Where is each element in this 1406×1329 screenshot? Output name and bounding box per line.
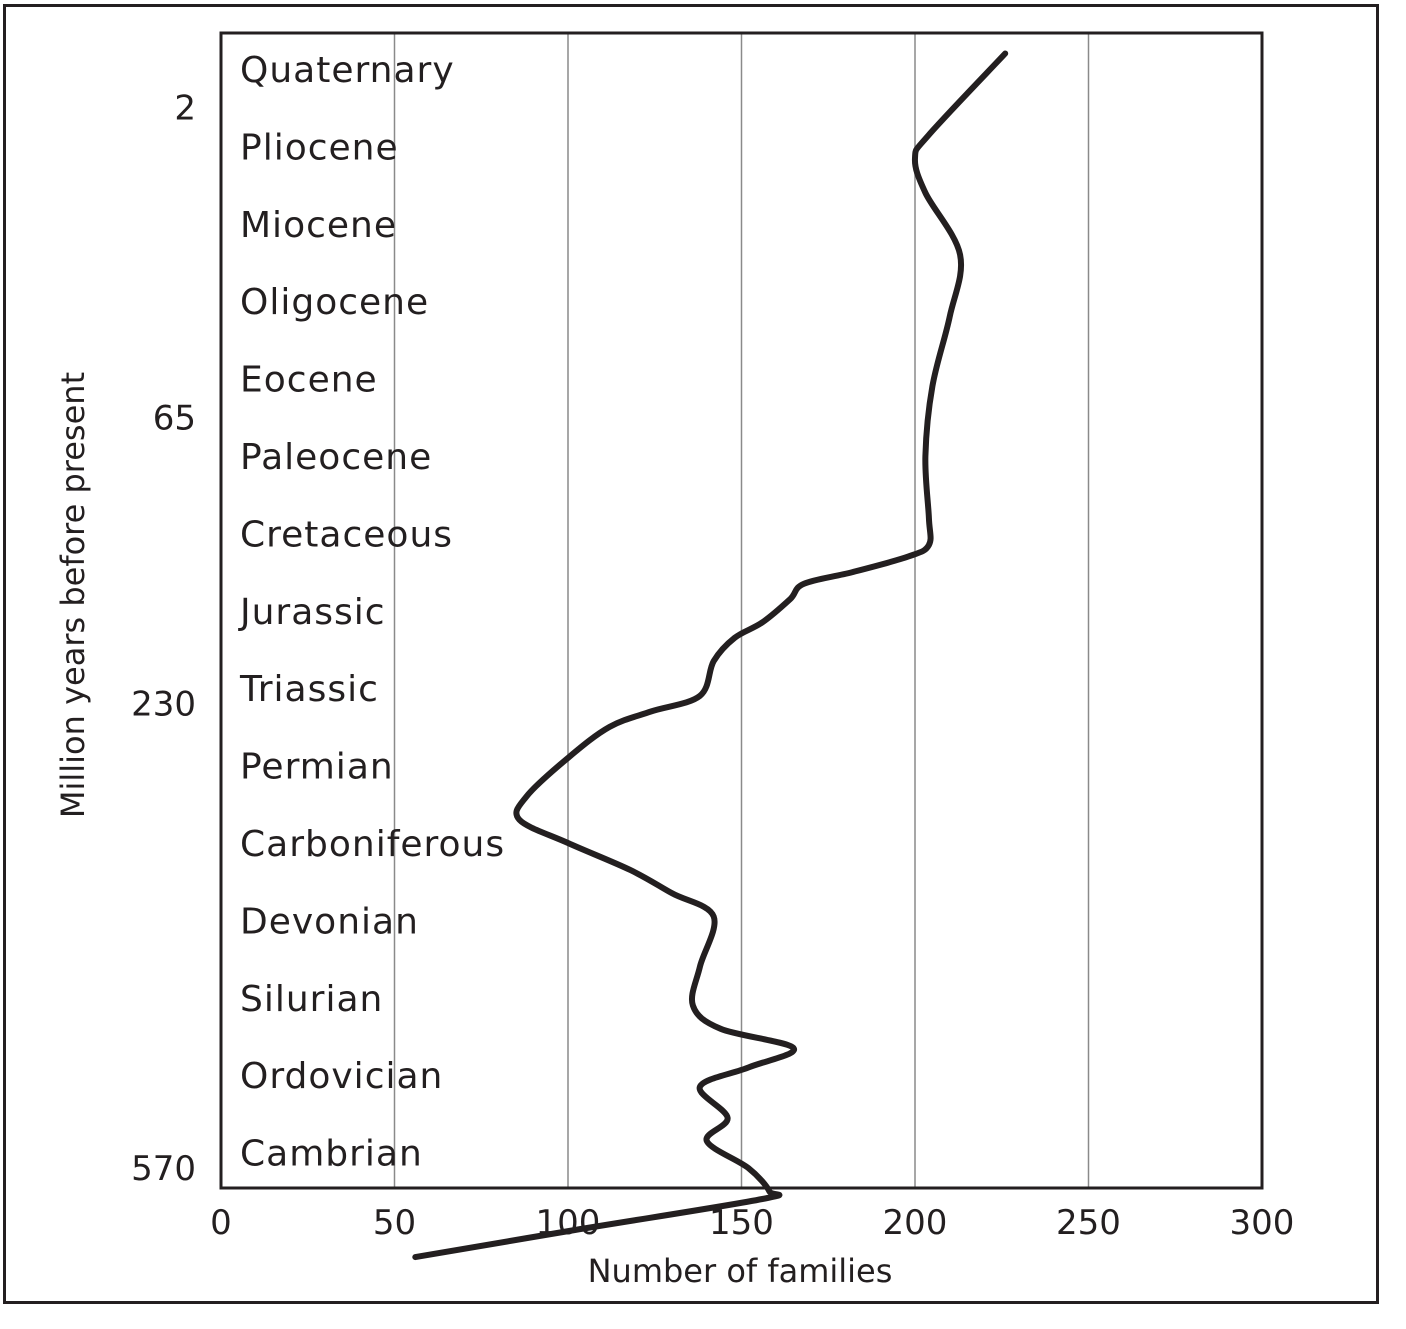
x-tick-50: 50 — [373, 1203, 416, 1243]
x-tick-250: 250 — [1056, 1203, 1121, 1243]
period-label-cambrian: Cambrian — [240, 1134, 423, 1175]
x-tick-labels: 0 50 100 150 200 250 300 — [210, 1203, 1294, 1243]
x-axis-label: Number of families — [588, 1252, 893, 1290]
period-label-jurassic: Jurassic — [238, 592, 386, 633]
x-tick-0: 0 — [210, 1203, 232, 1243]
plot-area — [219, 31, 1264, 1190]
figure-frame — [3, 4, 1379, 1304]
period-label-permian: Permian — [240, 747, 394, 788]
period-label-quaternary: Quaternary — [240, 50, 455, 91]
period-label-silurian: Silurian — [240, 979, 383, 1020]
period-label-pliocene: Pliocene — [240, 127, 399, 168]
families-line — [412, 50, 1009, 1261]
x-tick-150: 150 — [709, 1203, 774, 1243]
x-tick-200: 200 — [883, 1203, 948, 1243]
y-tick-65: 65 — [153, 398, 196, 438]
y-tick-2: 2 — [174, 89, 196, 129]
period-label-ordovician: Ordovician — [240, 1056, 443, 1097]
period-label-miocene: Miocene — [240, 205, 397, 246]
grid-lines — [393, 33, 1090, 1188]
period-label-oligocene: Oligocene — [240, 282, 429, 323]
y-tick-labels: 2 65 230 570 — [131, 89, 196, 1189]
y-tick-230: 230 — [131, 685, 196, 725]
y-tick-570: 570 — [131, 1149, 196, 1189]
period-label-cretaceous: Cretaceous — [240, 514, 453, 555]
period-label-eocene: Eocene — [240, 360, 378, 401]
period-labels: Quaternary Pliocene Miocene Oligocene Eocene… — [238, 50, 505, 1175]
period-label-devonian: Devonian — [240, 901, 419, 942]
period-label-triassic: Triassic — [239, 669, 379, 710]
period-label-carboniferous: Carboniferous — [240, 824, 505, 865]
period-label-paleocene: Paleocene — [240, 437, 432, 478]
y-axis-label: Million years before present — [54, 372, 92, 818]
x-tick-300: 300 — [1230, 1203, 1295, 1243]
